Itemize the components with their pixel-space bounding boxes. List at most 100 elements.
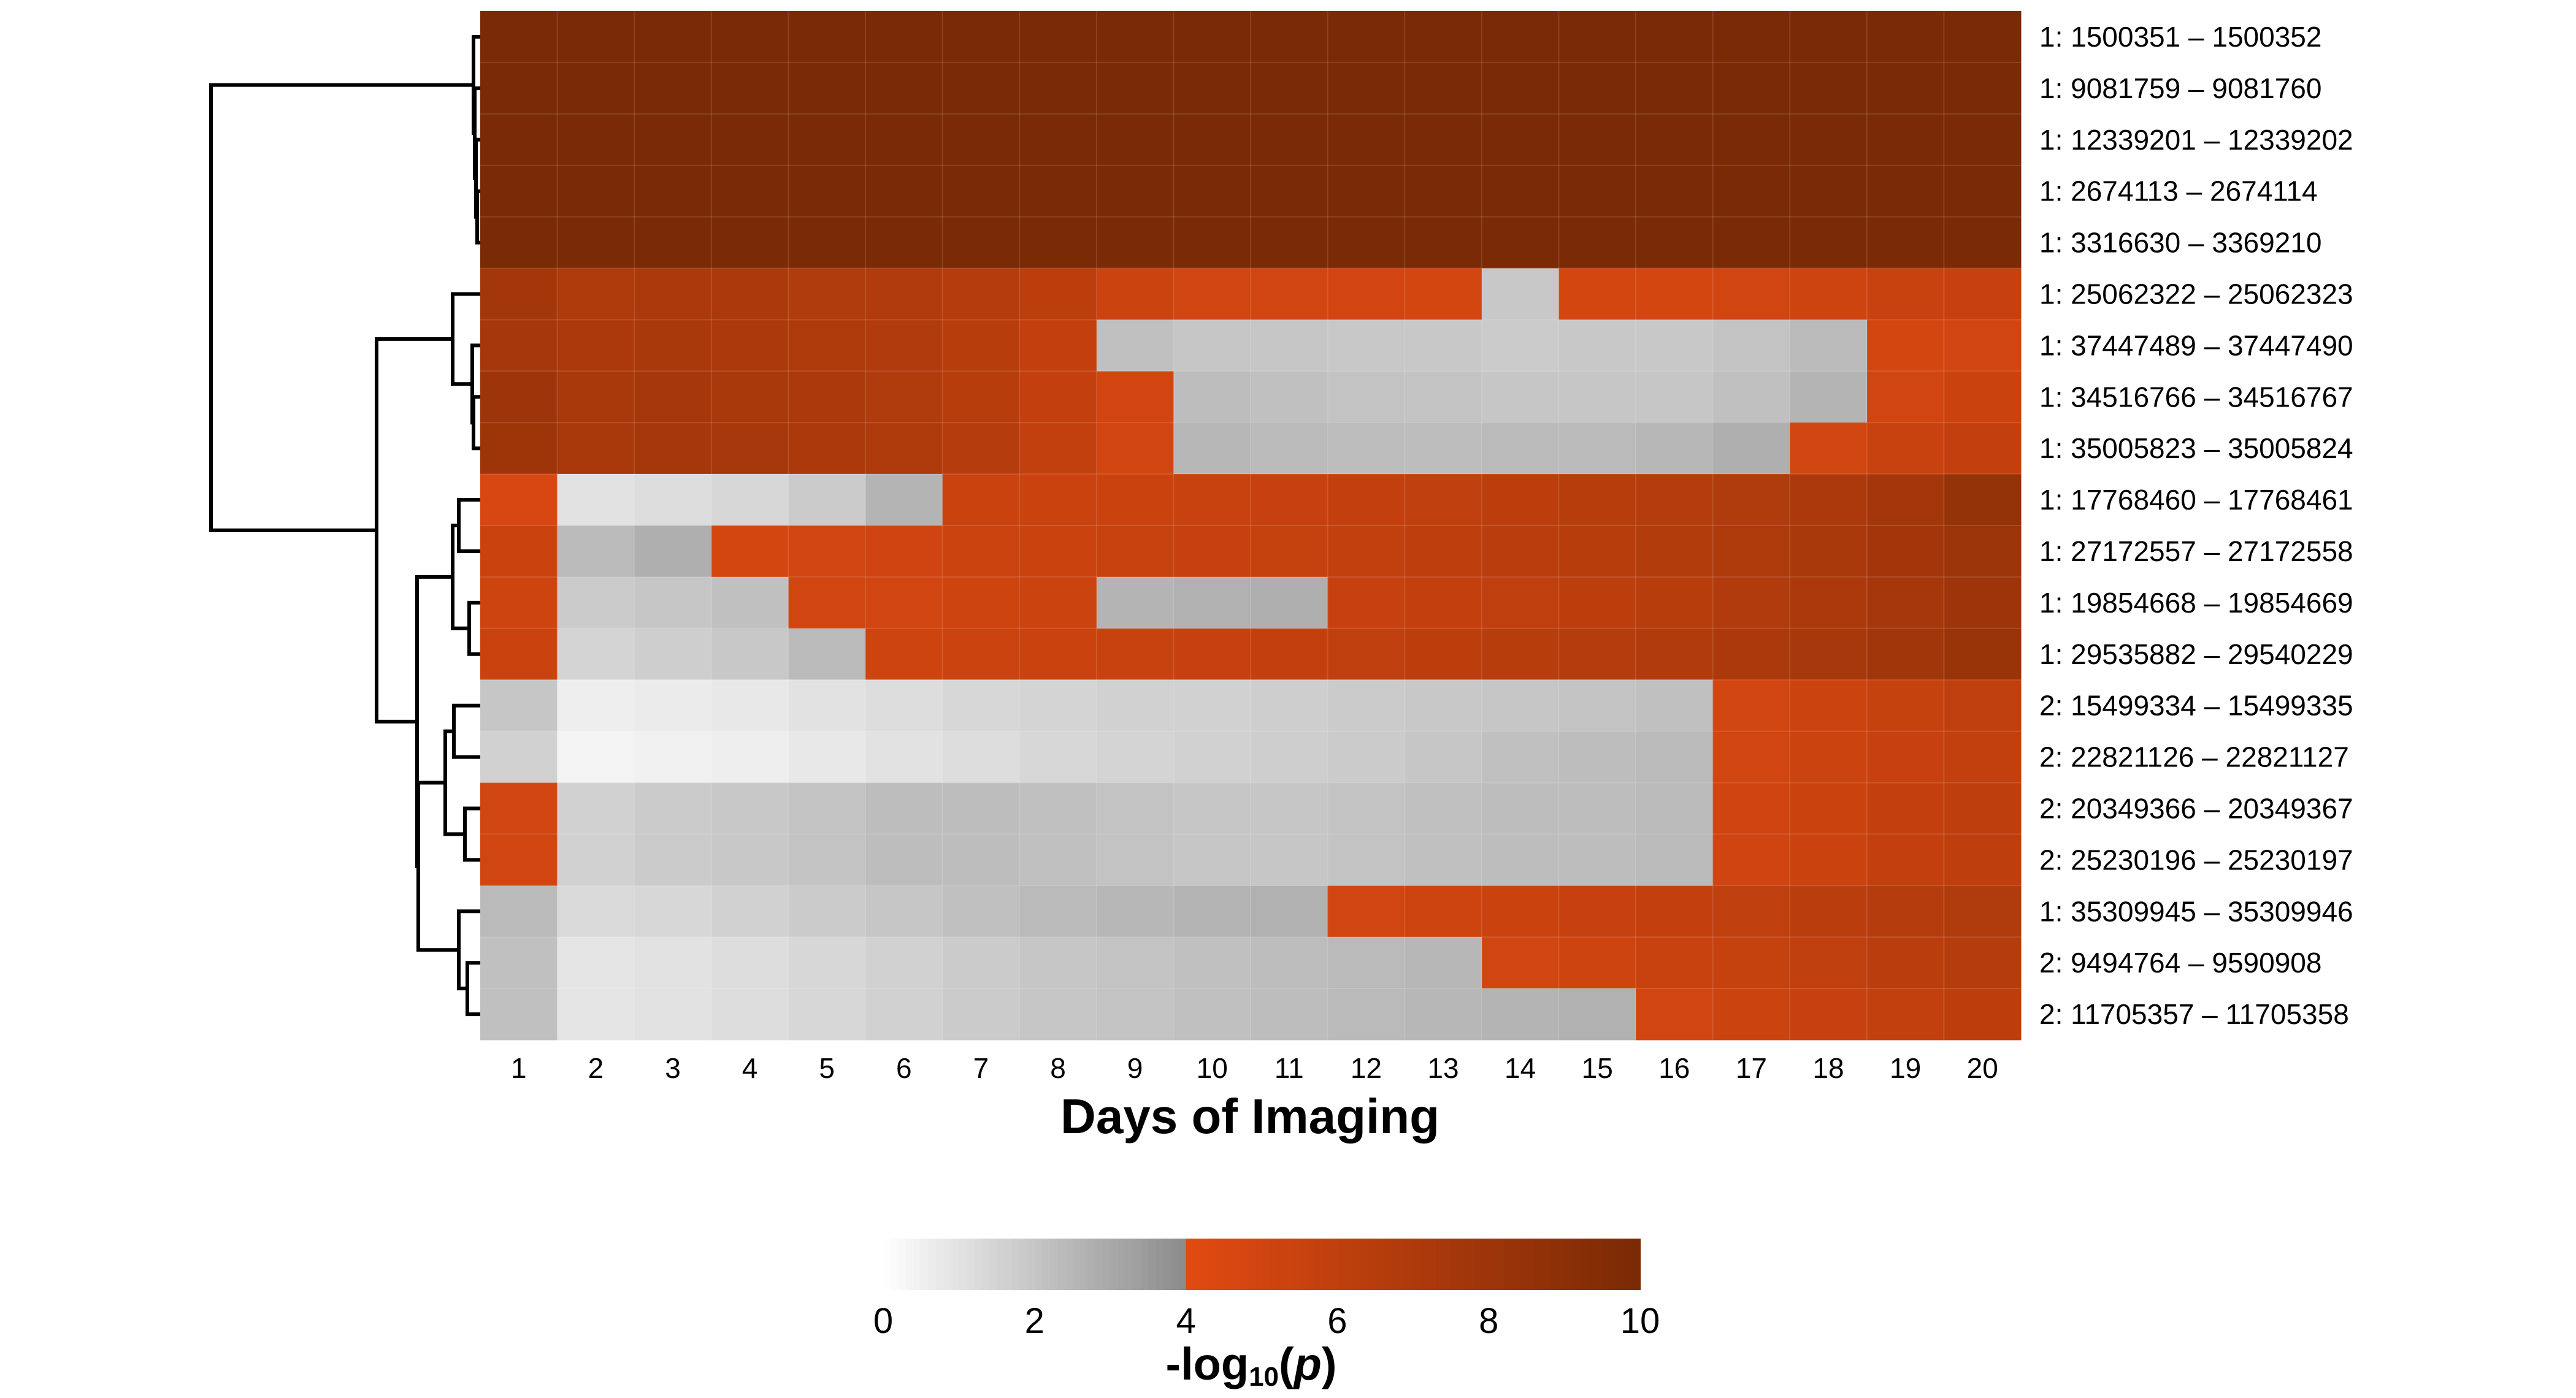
heatmap-cell [865, 11, 943, 63]
heatmap-cell [1558, 216, 1636, 269]
heatmap-cell [711, 268, 789, 320]
heatmap-cell [557, 11, 635, 63]
heatmap-cell [480, 782, 558, 835]
heatmap-cell [1636, 679, 1714, 732]
heatmap-cell [1866, 679, 1944, 732]
colorbar-title-close: ) [1322, 1339, 1337, 1389]
heatmap-cell [711, 628, 789, 681]
colorbar-segment [966, 1239, 975, 1290]
colorbar-segment [913, 1239, 922, 1290]
heatmap-cell [1866, 371, 1944, 423]
colorbar-segment [1458, 1239, 1466, 1290]
heatmap-cell [1019, 474, 1097, 526]
heatmap-cell [788, 885, 866, 938]
heatmap-cell [1096, 525, 1174, 578]
heatmap-cell [1251, 371, 1328, 423]
heatmap-cell [1790, 371, 1868, 423]
heatmap-cell [1405, 937, 1482, 989]
heatmap-cell [1790, 113, 1868, 166]
heatmap-cell [942, 422, 1020, 475]
heatmap-cell [1866, 62, 1944, 115]
heatmap-cell [1558, 165, 1636, 218]
heatmap-cell [480, 11, 558, 63]
heatmap-cell [1327, 525, 1405, 578]
heatmap-cell [942, 113, 1020, 166]
heatmap-cell [1790, 576, 1868, 629]
colorbar-tick-label: 6 [1327, 1301, 1347, 1341]
heatmap-cell [788, 576, 866, 629]
heatmap-cell [634, 937, 712, 989]
heatmap-cell [1636, 988, 1714, 1041]
heatmap-cell [480, 628, 558, 681]
heatmap-cell [1327, 782, 1405, 835]
heatmap-cell [1790, 937, 1868, 989]
heatmap-cell [1405, 113, 1482, 166]
heatmap-cell [634, 62, 712, 115]
heatmap-cell [1019, 525, 1097, 578]
heatmap-cell [1327, 113, 1405, 166]
heatmap-cell [1251, 937, 1328, 989]
heatmap-cell [557, 937, 635, 989]
heatmap-cell [1481, 525, 1559, 578]
heatmap-cell [1636, 525, 1714, 578]
heatmap-cell [1866, 731, 1944, 784]
heatmap-cell [1636, 937, 1714, 989]
heatmap-cell [788, 988, 866, 1041]
heatmap-cell [1481, 679, 1559, 732]
heatmap-cell [1558, 474, 1636, 526]
colorbar-segment [1435, 1239, 1444, 1290]
colorbar-segment [1602, 1239, 1611, 1290]
heatmap-cell [865, 422, 943, 475]
colorbar-segment [1201, 1239, 1209, 1290]
heatmap-cell [1712, 834, 1790, 886]
colorbar-segment [921, 1239, 929, 1290]
colorbar-segment [1042, 1239, 1051, 1290]
heatmap-cell [1327, 422, 1405, 475]
heatmap-cell [1944, 988, 2022, 1041]
heatmap-cell [711, 576, 789, 629]
heatmap-cell [1481, 474, 1559, 526]
colorbar-segment [1481, 1239, 1489, 1290]
heatmap-cell [480, 679, 558, 732]
colorbar-segment [1390, 1239, 1398, 1290]
colorbar-segment [1110, 1239, 1119, 1290]
heatmap-cell [865, 576, 943, 629]
heatmap-cell [1558, 679, 1636, 732]
heatmap-cell [1019, 885, 1097, 938]
heatmap-cell [1405, 834, 1482, 886]
colorbar-segment [1254, 1239, 1262, 1290]
colorbar-segment [1276, 1239, 1285, 1290]
colorbar-segment [1511, 1239, 1520, 1290]
heatmap-cell [1327, 319, 1405, 372]
heatmap-cell [1866, 834, 1944, 886]
heatmap-cell [1173, 885, 1251, 938]
heatmap-cell [480, 319, 558, 372]
heatmap-cell [1173, 834, 1251, 886]
x-tick-label: 2 [588, 1052, 604, 1084]
heatmap-cell [1173, 268, 1251, 320]
heatmap-cell [1558, 268, 1636, 320]
heatmap-cell [942, 319, 1020, 372]
heatmap-cell [788, 268, 866, 320]
heatmap-cell [1327, 576, 1405, 629]
heatmap-cell [1944, 371, 2022, 423]
heatmap-cell [711, 165, 789, 218]
heatmap-cell [1866, 782, 1944, 835]
heatmap-cell [557, 268, 635, 320]
heatmap-cell [480, 113, 558, 166]
row-label: 1: 3316630 – 3369210 [2039, 227, 2321, 259]
heatmap-cell [711, 731, 789, 784]
colorbar-segment [1057, 1239, 1065, 1290]
row-dendrogram [209, 35, 482, 1017]
heatmap-cell [1636, 782, 1714, 835]
heatmap-cell [1173, 371, 1251, 423]
colorbar-tick-label: 10 [1620, 1301, 1660, 1341]
row-label: 1: 34516766 – 34516767 [2039, 381, 2353, 413]
heatmap-cell [1405, 576, 1482, 629]
colorbar-segment [898, 1239, 907, 1290]
colorbar-segment [1246, 1239, 1255, 1290]
colorbar-segment [1549, 1239, 1557, 1290]
heatmap-cell [865, 216, 943, 269]
heatmap-cell [711, 525, 789, 578]
colorbar-segment [1564, 1239, 1573, 1290]
